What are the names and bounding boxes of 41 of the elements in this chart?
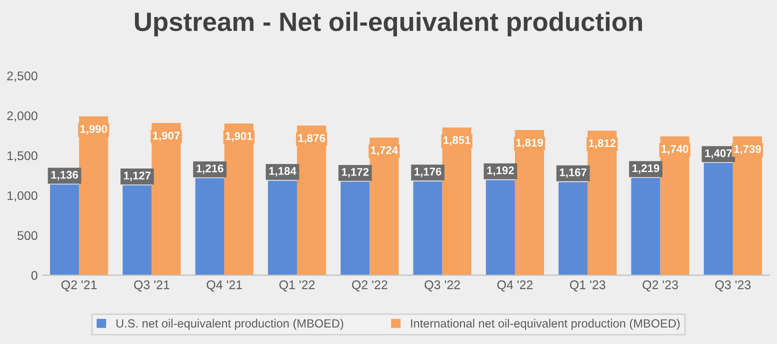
data-label: 1,812 [588, 139, 616, 149]
data-label: 1,127 [124, 172, 151, 182]
x-tick-label: Q3 '22 [424, 280, 460, 292]
data-label: 1,176 [414, 168, 442, 178]
data-label: 1,192 [487, 166, 514, 176]
x-tick-label: Q1 '23 [570, 280, 606, 292]
legend-label: International net oil-equivalent production (MBOED) [411, 318, 680, 330]
x-tick-label: Q4 '21 [206, 280, 242, 292]
data-label: 1,907 [153, 132, 180, 142]
data-label: 1,167 [560, 168, 586, 178]
data-label: 1,876 [298, 134, 326, 144]
data-label: 1,724 [370, 146, 398, 156]
y-tick-label: 0 [31, 271, 38, 280]
x-tick-label: Q2 '22 [352, 280, 388, 292]
data-label: 1,136 [51, 170, 78, 180]
x-tick-label: Q4 '22 [497, 280, 533, 292]
chart-title: Upstream - Net oil-equivalent production [134, 12, 642, 36]
y-tick-label: 500 [18, 231, 38, 240]
x-tick-label: Q2 '23 [642, 280, 678, 292]
data-label: 1,219 [632, 164, 660, 174]
data-label: 1,407 [705, 149, 732, 159]
bar [152, 123, 181, 276]
data-label: 1,851 [444, 136, 470, 146]
x-tick-label: Q1 '22 [279, 280, 315, 292]
y-tick-label: 1,000 [8, 191, 38, 202]
bar [79, 116, 108, 276]
x-tick-label: Q3 '21 [134, 280, 170, 292]
data-label: 1,216 [196, 164, 224, 174]
data-label: 1,172 [342, 168, 369, 178]
data-label: 1,739 [734, 145, 761, 155]
y-tick-label: 2,500 [7, 71, 38, 82]
data-label: 1,990 [80, 125, 108, 135]
data-label: 1,740 [662, 145, 688, 154]
x-tick-label: Q3 '23 [715, 280, 751, 292]
y-tick-label: 2,000 [7, 111, 38, 122]
x-tick-label: Q2 '21 [61, 280, 97, 292]
data-label: 1,901 [226, 132, 252, 142]
legend-label: U.S. net oil-equivalent production (MBOED) [116, 318, 344, 330]
data-label: 1,819 [516, 138, 543, 148]
data-label: 1,184 [269, 167, 296, 177]
y-tick-label: 1,500 [8, 151, 38, 162]
